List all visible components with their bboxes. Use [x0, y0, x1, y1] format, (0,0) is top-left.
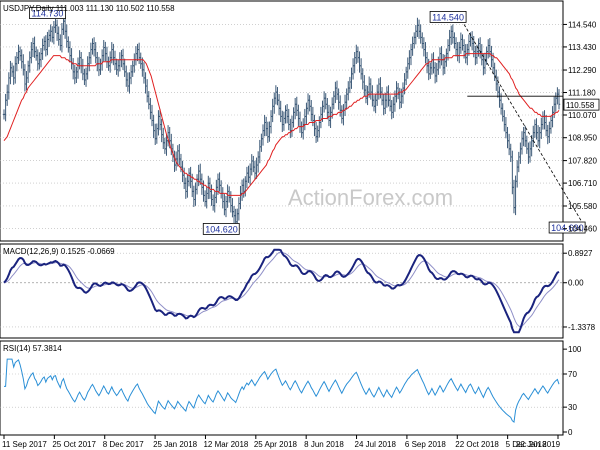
rsi-panel: 100 70 30 0 RSI(14) 57.3814	[0, 340, 582, 437]
x-tick-label: 5 Dec 2018	[506, 440, 547, 449]
annotation-box	[29, 7, 66, 19]
price-tick-label: 113.430	[568, 43, 597, 52]
rsi-tick-label: 70	[568, 370, 577, 379]
x-tick-label: 11 Sep 2017	[2, 440, 47, 449]
rsi-tick-label: 100	[568, 345, 582, 354]
annotation-box	[202, 223, 240, 235]
price-tick-label: 114.540	[568, 20, 597, 29]
macd-tick-label: 0.00	[568, 279, 584, 288]
macd-tick-label: 0.8927	[568, 249, 593, 258]
annotation-label: 104.620	[205, 224, 238, 234]
price-annotations: 114.730 104.620 114.540 104.690	[29, 7, 586, 235]
x-tick-label: 22 Oct 2018	[455, 440, 499, 449]
rsi-grid	[0, 373, 563, 408]
price-tick-label: 106.710	[568, 179, 597, 188]
x-tick-label: 8 Jun 2018	[304, 440, 344, 449]
x-tick-label: 24 Jul 2018	[355, 440, 397, 449]
last-price-box-bg	[563, 98, 600, 111]
x-tick-label: 6 Sep 2018	[405, 440, 446, 449]
watermark: ActionForex.com	[288, 185, 453, 210]
rsi-axis: 100 70 30 0	[563, 345, 582, 437]
price-tick-label: 105.580	[568, 202, 597, 211]
annotation-label: 114.540	[432, 12, 464, 22]
macd-panel: 0.8927 0.00 -1.3378 MACD(12,26,9) 0.1525 -…	[0, 243, 596, 339]
price-panel: ActionForex.com 114.730 104.620 114.540 104…	[0, 0, 600, 242]
x-tick-label: 12 Mar 2018	[203, 440, 248, 449]
rsi-label: RSI(14) 57.3814	[3, 344, 62, 353]
macd-frame	[0, 243, 564, 339]
rsi-line	[4, 358, 560, 424]
price-tick-label: 111.180	[568, 89, 596, 98]
annotation-box	[429, 11, 467, 23]
price-tick-label: 112.290	[568, 66, 597, 75]
macd-label: MACD(12,26,9) 0.1525 -0.0669	[3, 247, 115, 256]
x-axis: 11 Sep 2017 25 Oct 2017 8 Dec 2017 25 Jan 2…	[2, 435, 561, 449]
rsi-tick-label: 30	[568, 403, 577, 412]
rsi-tick-label: 0	[568, 428, 573, 437]
x-tick-label: 25 Oct 2017	[52, 440, 96, 449]
annotation-label: 114.730	[32, 9, 64, 19]
macd-axis: 0.8927 0.00 -1.3378	[563, 249, 596, 332]
price-bars	[2, 13, 561, 229]
price-axis: 114.540 113.430 112.290 111.180 110.070 108.9…	[563, 20, 597, 234]
x-tick-label: 22 Jan 2019	[516, 440, 561, 449]
trend-line	[463, 24, 584, 225]
moving-average-line	[3, 53, 560, 196]
annotation-box	[548, 221, 586, 234]
last-price-box: 110.558	[563, 98, 600, 111]
price-tick-label: 107.820	[568, 157, 597, 166]
price-tick-label: 108.950	[568, 134, 597, 143]
price-tick-label: 104.460	[568, 225, 597, 234]
x-tick-label: 25 Apr 2018	[254, 440, 298, 449]
annotation-label: 104.690	[551, 223, 584, 233]
price-frame	[0, 0, 564, 242]
rsi-frame	[0, 340, 564, 436]
symbol-label: USDJPY,Daily 111.003 111.130 110.502 110…	[3, 4, 175, 13]
macd-line	[3, 248, 560, 334]
x-tick-label: 8 Dec 2017	[103, 440, 144, 449]
price-tick-label: 110.070	[568, 111, 597, 120]
macd-tick-label: -1.3378	[568, 323, 596, 332]
last-price-label: 110.558	[566, 101, 595, 110]
x-tick-label: 25 Jan 2018	[153, 440, 198, 449]
